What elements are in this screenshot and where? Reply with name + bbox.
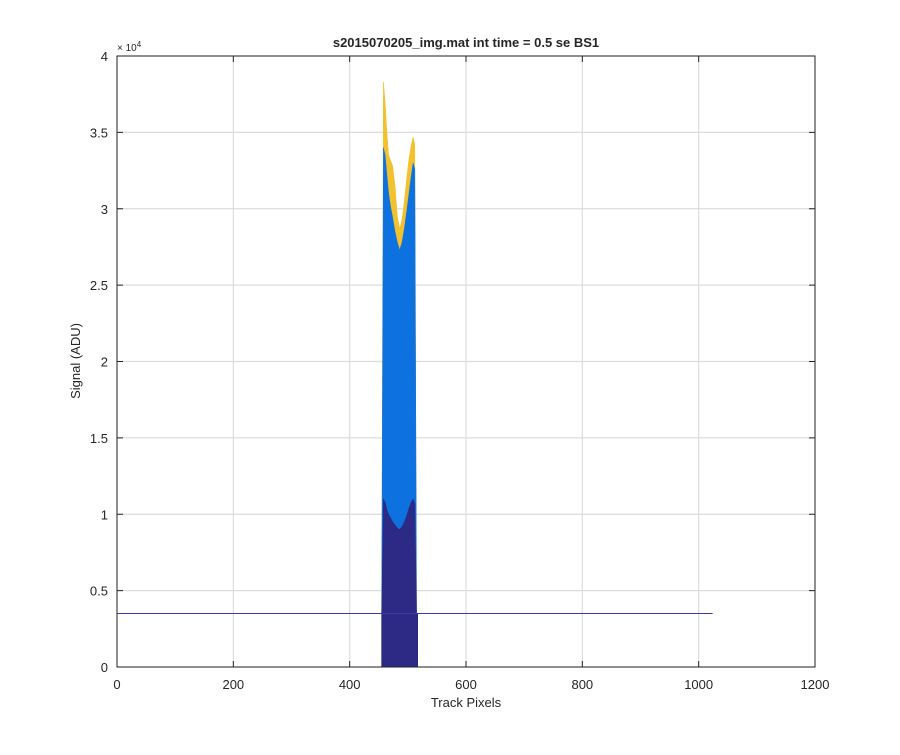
x-tick-label: 1200 (801, 677, 830, 692)
x-tick-label: 600 (455, 677, 477, 692)
y-exponent-label: × 104 (117, 40, 142, 54)
y-tick-labels: 0 0.5 1 1.5 2 2.5 3 3.5 4 (90, 49, 108, 675)
series-layer (381, 81, 418, 668)
y-tick-label: 1.5 (90, 431, 108, 446)
y-tick-label: 0 (101, 660, 108, 675)
x-tick-labels: 0 200 400 600 800 1000 1200 (113, 677, 829, 692)
y-axis-label: Signal (ADU) (68, 323, 83, 399)
x-tick-label: 0 (113, 677, 120, 692)
tick-layer (116, 55, 816, 668)
y-exponent-power: 4 (137, 40, 142, 49)
chart-title: s2015070205_img.mat int time = 0.5 se BS… (333, 35, 599, 50)
y-tick-label: 3 (101, 202, 108, 217)
y-tick-label: 2.5 (90, 278, 108, 293)
series-area-2 (381, 498, 418, 668)
y-tick-label: 2 (101, 355, 108, 370)
x-tick-label: 1000 (684, 677, 713, 692)
x-tick-label: 800 (571, 677, 593, 692)
x-tick-label: 400 (339, 677, 361, 692)
y-tick-label: 0.5 (90, 584, 108, 599)
y-tick-label: 1 (101, 507, 108, 522)
y-exponent-base: × 10 (117, 43, 137, 54)
y-tick-label: 3.5 (90, 125, 108, 140)
x-axis-label: Track Pixels (431, 695, 502, 710)
y-tick-label: 4 (101, 49, 108, 64)
x-tick-label: 200 (222, 677, 244, 692)
